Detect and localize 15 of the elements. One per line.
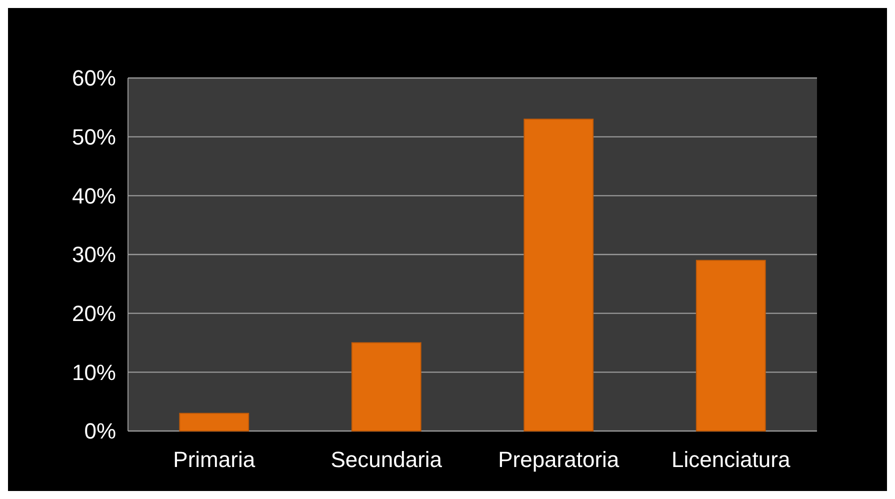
y-tick-label: 10% <box>72 360 116 385</box>
x-tick-label: Primaria <box>173 447 256 472</box>
bar <box>351 342 422 432</box>
y-tick-label: 30% <box>72 242 116 268</box>
x-tick-label: Secundaria <box>330 447 443 472</box>
y-tick-label: 0% <box>84 418 116 444</box>
bar <box>696 260 766 432</box>
y-tick-label: 20% <box>72 301 116 326</box>
bar <box>179 412 250 432</box>
y-tick-label: 60% <box>72 66 116 91</box>
y-tick-label: 40% <box>72 183 116 208</box>
y-tick-label: 50% <box>72 124 116 150</box>
x-tick-label: Preparatoria <box>498 447 620 472</box>
x-tick-label: Licenciatura <box>672 447 791 472</box>
bar <box>524 118 594 432</box>
